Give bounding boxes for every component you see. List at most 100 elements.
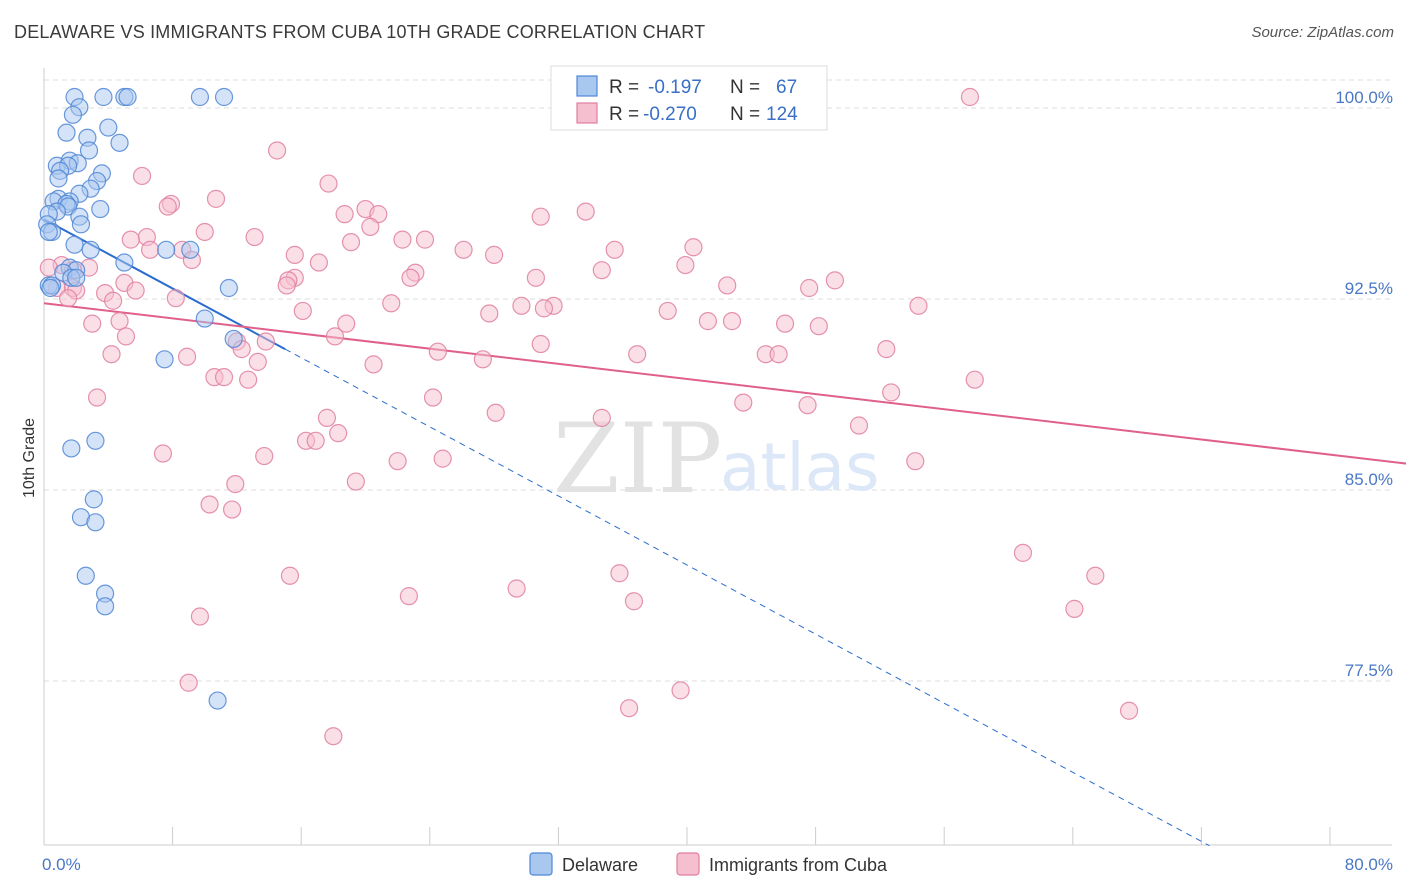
cuba-point [140, 240, 160, 259]
delaware-point [91, 199, 110, 219]
cuba-point [329, 424, 348, 443]
correlation-legend: R = -0.197 N = 67 R = -0.270 N = 124 [550, 65, 828, 131]
cuba-point [245, 227, 264, 247]
cuba-point [1086, 566, 1105, 585]
cuba-point [906, 452, 925, 471]
cuba-point [610, 564, 629, 583]
cuba-point [576, 202, 595, 221]
bottom-legend-label-cuba: Immigrants from Cuba [709, 855, 888, 875]
cuba-point [121, 230, 140, 249]
x-tick-label: 80.0% [1345, 855, 1393, 874]
cuba-point [415, 230, 435, 249]
cuba-point [325, 327, 345, 346]
legend-n-value-delaware: 67 [776, 77, 797, 98]
cuba-point [102, 345, 121, 364]
cuba-point [909, 296, 928, 315]
series-cuba-points [39, 87, 1139, 746]
delaware-point [181, 240, 200, 259]
bottom-legend-swatch-delaware [529, 852, 553, 876]
cuba-point [59, 289, 78, 308]
cuba-point [83, 314, 102, 333]
delaware-point [95, 597, 115, 616]
x-tick-labels: 0.0% 80.0% [42, 855, 1393, 874]
cuba-point [324, 727, 343, 746]
series-legend: Delaware Immigrants from Cuba [529, 852, 888, 876]
delaware-point [49, 169, 68, 188]
cuba-point [226, 474, 245, 494]
delaware-point [57, 123, 76, 142]
cuba-point [177, 347, 197, 366]
series-delaware-points [38, 87, 243, 710]
cuba-point [190, 607, 210, 626]
y-tick-labels: 100.0% 92.5% 85.0% 77.5% [1335, 88, 1393, 680]
cuba-point [507, 579, 526, 598]
cuba-point [179, 673, 198, 692]
delaware-point [62, 439, 81, 458]
cuba-point [734, 393, 753, 412]
cuba-point [473, 350, 492, 369]
y-tick-label: 85.0% [1345, 470, 1393, 489]
delaware-point [41, 278, 60, 298]
cuba-point [809, 317, 828, 336]
delaware-point [94, 87, 113, 107]
cuba-point [676, 255, 695, 275]
cuba-point [684, 238, 703, 257]
cuba-point [346, 472, 365, 491]
delaware-point [86, 513, 105, 532]
cuba-point [388, 452, 407, 471]
cuba-point [960, 87, 980, 107]
cuba-point [526, 268, 545, 287]
trend-line-delaware-extension [284, 348, 1210, 847]
cuba-point [306, 431, 325, 450]
delaware-point [39, 222, 58, 242]
cuba-point [401, 268, 420, 287]
cuba-point [132, 166, 152, 186]
cuba-point [393, 230, 412, 249]
delaware-point [157, 240, 176, 259]
cuba-point [104, 291, 123, 310]
legend-n-label-cuba: N = [730, 104, 760, 125]
cuba-point [337, 314, 356, 333]
cuba-point [239, 370, 258, 389]
cuba-point [592, 261, 611, 280]
cuba-point [658, 301, 677, 321]
cuba-point [267, 141, 287, 160]
bottom-legend-label-delaware: Delaware [562, 855, 638, 875]
cuba-point [428, 342, 447, 361]
cuba-point [166, 289, 185, 308]
cuba-point [248, 352, 267, 371]
cuba-point [206, 189, 226, 208]
cuba-point [319, 174, 338, 193]
cuba-point [531, 207, 550, 226]
cuba-point [87, 388, 107, 407]
cuba-point [882, 383, 901, 402]
legend-n-label-delaware: N = [730, 77, 760, 98]
cuba-point [280, 566, 300, 585]
legend-r-label-cuba: R = [609, 104, 639, 125]
legend-r-value-delaware: -0.197 [648, 77, 702, 98]
watermark-zip: ZIP [553, 403, 722, 515]
delaware-point [71, 215, 91, 234]
cuba-point [798, 396, 817, 415]
delaware-point [65, 235, 84, 254]
cuba-point [775, 314, 795, 333]
cuba-point [341, 233, 361, 252]
delaware-point [214, 87, 234, 107]
delaware-point [118, 87, 137, 107]
cuba-point [116, 327, 136, 346]
cuba-point [110, 312, 129, 331]
cuba-point [256, 332, 275, 351]
trend-line-cuba [43, 302, 1406, 465]
delaware-point [99, 118, 118, 137]
cuba-point [423, 388, 443, 407]
delaware-point [190, 87, 210, 107]
cuba-point [158, 197, 177, 216]
cuba-point [433, 449, 452, 468]
delaware-point [79, 141, 99, 160]
delaware-point [115, 253, 134, 272]
cuba-point [620, 699, 639, 718]
delaware-point [63, 105, 83, 124]
cuba-point [800, 278, 819, 298]
cuba-point [624, 592, 644, 611]
cuba-point [877, 340, 896, 359]
